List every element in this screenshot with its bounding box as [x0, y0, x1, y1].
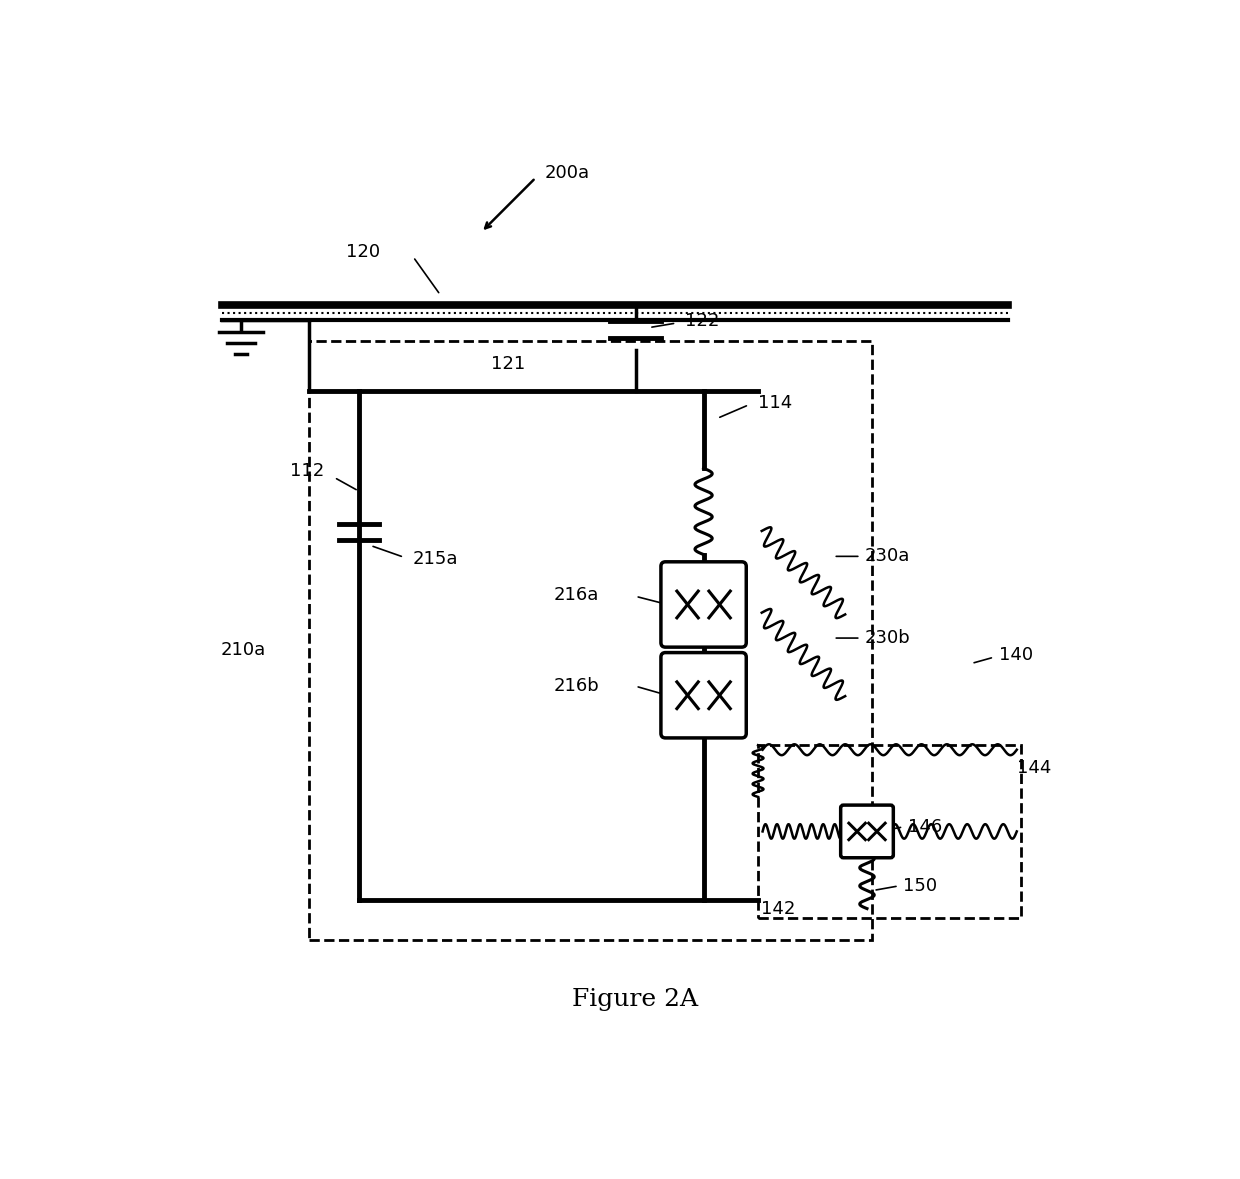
Text: 210a: 210a: [221, 641, 265, 659]
FancyBboxPatch shape: [841, 805, 893, 858]
Text: 216a: 216a: [554, 586, 599, 605]
Text: 122: 122: [686, 312, 719, 330]
Text: 140: 140: [998, 646, 1033, 664]
Text: 200a: 200a: [544, 164, 590, 183]
Text: 230b: 230b: [864, 630, 910, 647]
Text: 146: 146: [908, 818, 942, 836]
Text: 120: 120: [346, 243, 381, 262]
Text: 112: 112: [290, 462, 324, 480]
Text: 216b: 216b: [553, 677, 599, 696]
Text: 142: 142: [761, 900, 795, 917]
FancyBboxPatch shape: [661, 562, 746, 647]
Bar: [758, 745, 1022, 917]
Bar: [309, 341, 872, 941]
Text: 230a: 230a: [864, 547, 910, 566]
Text: 215a: 215a: [413, 551, 459, 568]
Text: 114: 114: [758, 394, 792, 411]
FancyBboxPatch shape: [661, 653, 746, 738]
Text: 144: 144: [1017, 759, 1052, 777]
Text: 150: 150: [903, 877, 937, 895]
Text: Figure 2A: Figure 2A: [573, 988, 698, 1010]
Text: 121: 121: [491, 355, 526, 373]
